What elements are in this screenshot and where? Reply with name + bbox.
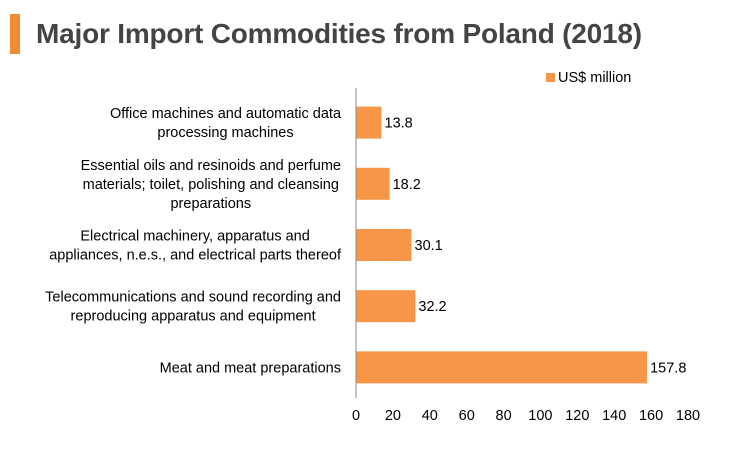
data-label-3: 32.2 (418, 299, 446, 315)
x-tick-label-1: 20 (385, 408, 401, 424)
legend: US$ million (546, 70, 631, 86)
category-labels: Office machines and automatic data proces… (45, 106, 342, 376)
category-label-2-line-1: appliances, n.e.s., and electrical parts… (49, 248, 342, 264)
x-tick-label-2: 40 (422, 408, 438, 424)
title-block: Major Import Commodities from Poland (20… (10, 14, 642, 54)
legend-label: US$ million (558, 70, 631, 86)
category-label-2: Electrical machinery, apparatus and appli… (49, 229, 342, 264)
data-label-1: 18.2 (393, 177, 421, 193)
x-tick-label-8: 160 (639, 408, 663, 424)
x-tick-label-5: 100 (528, 408, 552, 424)
x-tick-label-6: 120 (565, 408, 589, 424)
title-accent-bar (10, 14, 20, 54)
bar-2 (356, 229, 412, 261)
data-label-2: 30.1 (415, 238, 443, 254)
category-label-3-line-1: reproducing apparatus and equipment (71, 309, 316, 325)
category-label-0: Office machines and automatic data proces… (110, 106, 342, 141)
category-label-2-line-0: Electrical machinery, apparatus and (80, 229, 309, 245)
category-label-3-line-0: Telecommunications and sound recording a… (45, 290, 341, 306)
category-label-4-line-0: Meat and meat preparations (160, 360, 341, 376)
data-label-4: 157.8 (650, 360, 686, 376)
category-label-3: Telecommunications and sound recording a… (45, 290, 341, 325)
bar-4 (356, 351, 648, 384)
bar-1 (356, 167, 390, 200)
x-tick-label-0: 0 (352, 408, 360, 424)
category-label-0-line-1: processing machines (157, 125, 293, 141)
bar-3 (356, 290, 416, 323)
legend-swatch (546, 73, 555, 82)
x-axis: 0 20 40 60 80 100 120 140 160 180 (352, 88, 700, 424)
x-tick-label-9: 180 (676, 408, 700, 424)
category-label-0-line-0: Office machines and automatic data (110, 106, 342, 122)
x-tick-label-4: 80 (496, 408, 512, 424)
chart-title: Major Import Commodities from Poland (20… (36, 18, 642, 49)
bar-0 (356, 106, 382, 139)
category-label-1-line-1: materials; toilet, polishing and cleansi… (83, 177, 339, 193)
data-label-0: 13.8 (385, 116, 413, 132)
category-label-1-line-2: preparations (170, 196, 251, 212)
x-tick-label-7: 140 (602, 408, 626, 424)
category-label-1-line-0: Essential oils and resinoids and perfume (81, 158, 341, 174)
category-label-4: Meat and meat preparations (160, 360, 341, 376)
bars-group: 13.8 18.2 30.1 32.2 157.8 (356, 106, 686, 384)
x-tick-label-3: 60 (459, 408, 475, 424)
category-label-1: Essential oils and resinoids and perfume… (81, 158, 341, 212)
